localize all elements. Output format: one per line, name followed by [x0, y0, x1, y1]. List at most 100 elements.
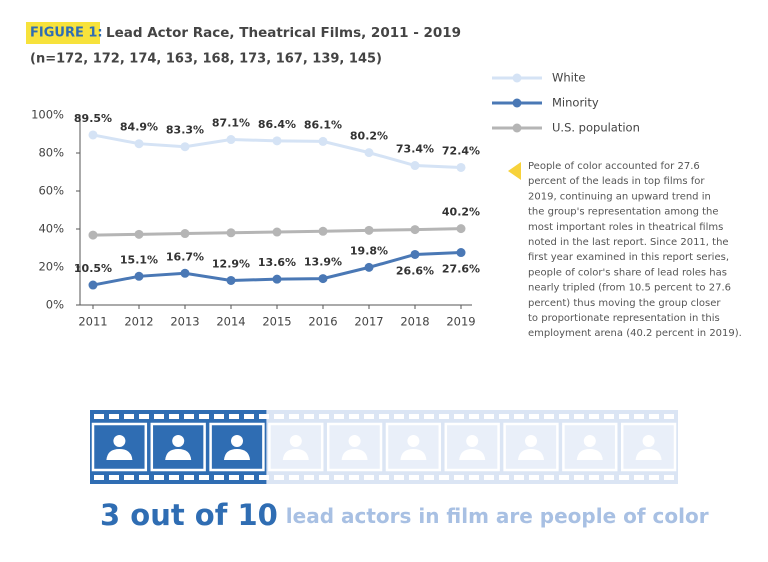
- frame: [620, 422, 677, 472]
- sprocket: [229, 475, 239, 480]
- chart-title: Lead Actor Race, Theatrical Films, 2011 …: [106, 25, 461, 41]
- sprocket: [364, 414, 374, 419]
- data-label: 83.3%: [166, 124, 204, 137]
- point: [410, 161, 420, 171]
- point: [410, 249, 420, 259]
- person-body: [165, 449, 192, 460]
- sprocket: [244, 414, 254, 419]
- data-label: 40.2%: [442, 206, 480, 219]
- person-head: [348, 435, 361, 447]
- person-head: [583, 435, 596, 447]
- sprocket: [664, 414, 674, 419]
- sprocket: [274, 475, 284, 480]
- annotation-line: percent of the leads in top films for: [528, 176, 705, 187]
- sprocket: [589, 414, 599, 419]
- point: [456, 224, 466, 234]
- sprocket: [109, 475, 119, 480]
- film-frame: [150, 422, 206, 472]
- point: [88, 280, 98, 290]
- person-body: [106, 449, 133, 460]
- sprocket: [499, 475, 509, 480]
- person-head: [642, 435, 655, 447]
- legend-label: U.S. population: [552, 121, 640, 135]
- annotation-line: noted in the last report. Since 2011, th…: [528, 237, 729, 248]
- point: [180, 229, 190, 239]
- data-label: 73.4%: [396, 143, 434, 156]
- person-head: [466, 435, 479, 447]
- sprocket: [394, 414, 404, 419]
- data-label: 87.1%: [212, 117, 250, 130]
- sprocket: [184, 414, 194, 419]
- y-tick-label: 20%: [38, 260, 64, 274]
- person-head: [113, 435, 126, 447]
- sprocket: [424, 475, 434, 480]
- data-label: 13.6%: [258, 256, 296, 269]
- sprocket: [574, 414, 584, 419]
- data-label: 15.1%: [120, 253, 158, 266]
- sprocket: [439, 414, 449, 419]
- annotation-line: to proportionate representation in this: [528, 313, 720, 324]
- sprocket: [394, 475, 404, 480]
- annotation-line: percent) thus moving the group closer: [528, 298, 721, 309]
- point: [180, 142, 190, 152]
- sprocket: [154, 475, 164, 480]
- data-label: 86.1%: [304, 118, 342, 131]
- sprocket: [244, 475, 254, 480]
- sprocket: [109, 414, 119, 419]
- sprocket: [484, 475, 494, 480]
- sprocket: [259, 414, 269, 419]
- sprocket: [274, 414, 284, 419]
- point: [180, 268, 190, 278]
- point: [364, 262, 374, 272]
- sprocket: [544, 414, 554, 419]
- sprocket: [199, 414, 209, 419]
- sprocket: [454, 414, 464, 419]
- data-label: 86.4%: [258, 118, 296, 131]
- point: [318, 226, 328, 236]
- sprocket: [619, 414, 629, 419]
- sprocket: [649, 475, 659, 480]
- point: [134, 229, 144, 239]
- data-label: 26.6%: [396, 264, 434, 277]
- sprocket: [364, 475, 374, 480]
- point: [134, 139, 144, 149]
- sprocket: [529, 475, 539, 480]
- data-label: 84.9%: [120, 121, 158, 134]
- chart-subtitle: (n=172, 172, 174, 163, 168, 173, 167, 13…: [30, 52, 382, 67]
- sprocket: [604, 475, 614, 480]
- point: [226, 228, 236, 238]
- legend-marker: [512, 73, 522, 83]
- person-body: [576, 449, 603, 460]
- person-head: [407, 435, 420, 447]
- person-body: [341, 449, 368, 460]
- sprocket: [379, 414, 389, 419]
- person-body: [635, 449, 662, 460]
- person-head: [289, 435, 302, 447]
- sprocket: [559, 475, 569, 480]
- sprocket: [409, 414, 419, 419]
- x-tick-label: 2017: [354, 315, 383, 329]
- point: [364, 225, 374, 235]
- sprocket: [169, 414, 179, 419]
- annotation-pointer: [508, 162, 521, 180]
- sprocket: [304, 475, 314, 480]
- film-frame: [562, 422, 618, 472]
- film-frame: [91, 422, 148, 472]
- point: [226, 275, 236, 285]
- point: [272, 136, 282, 146]
- sprocket: [349, 414, 359, 419]
- point: [456, 248, 466, 258]
- point: [318, 136, 328, 146]
- x-tick-label: 2015: [262, 315, 291, 329]
- person-head: [231, 435, 243, 447]
- frame: [385, 422, 442, 472]
- sprocket: [454, 475, 464, 480]
- sprocket: [139, 475, 149, 480]
- sprocket: [169, 475, 179, 480]
- x-tick-label: 2013: [170, 315, 199, 329]
- y-tick-label: 40%: [38, 222, 64, 236]
- sprocket: [499, 414, 509, 419]
- sprocket: [589, 475, 599, 480]
- sprocket: [514, 414, 524, 419]
- point: [88, 130, 98, 140]
